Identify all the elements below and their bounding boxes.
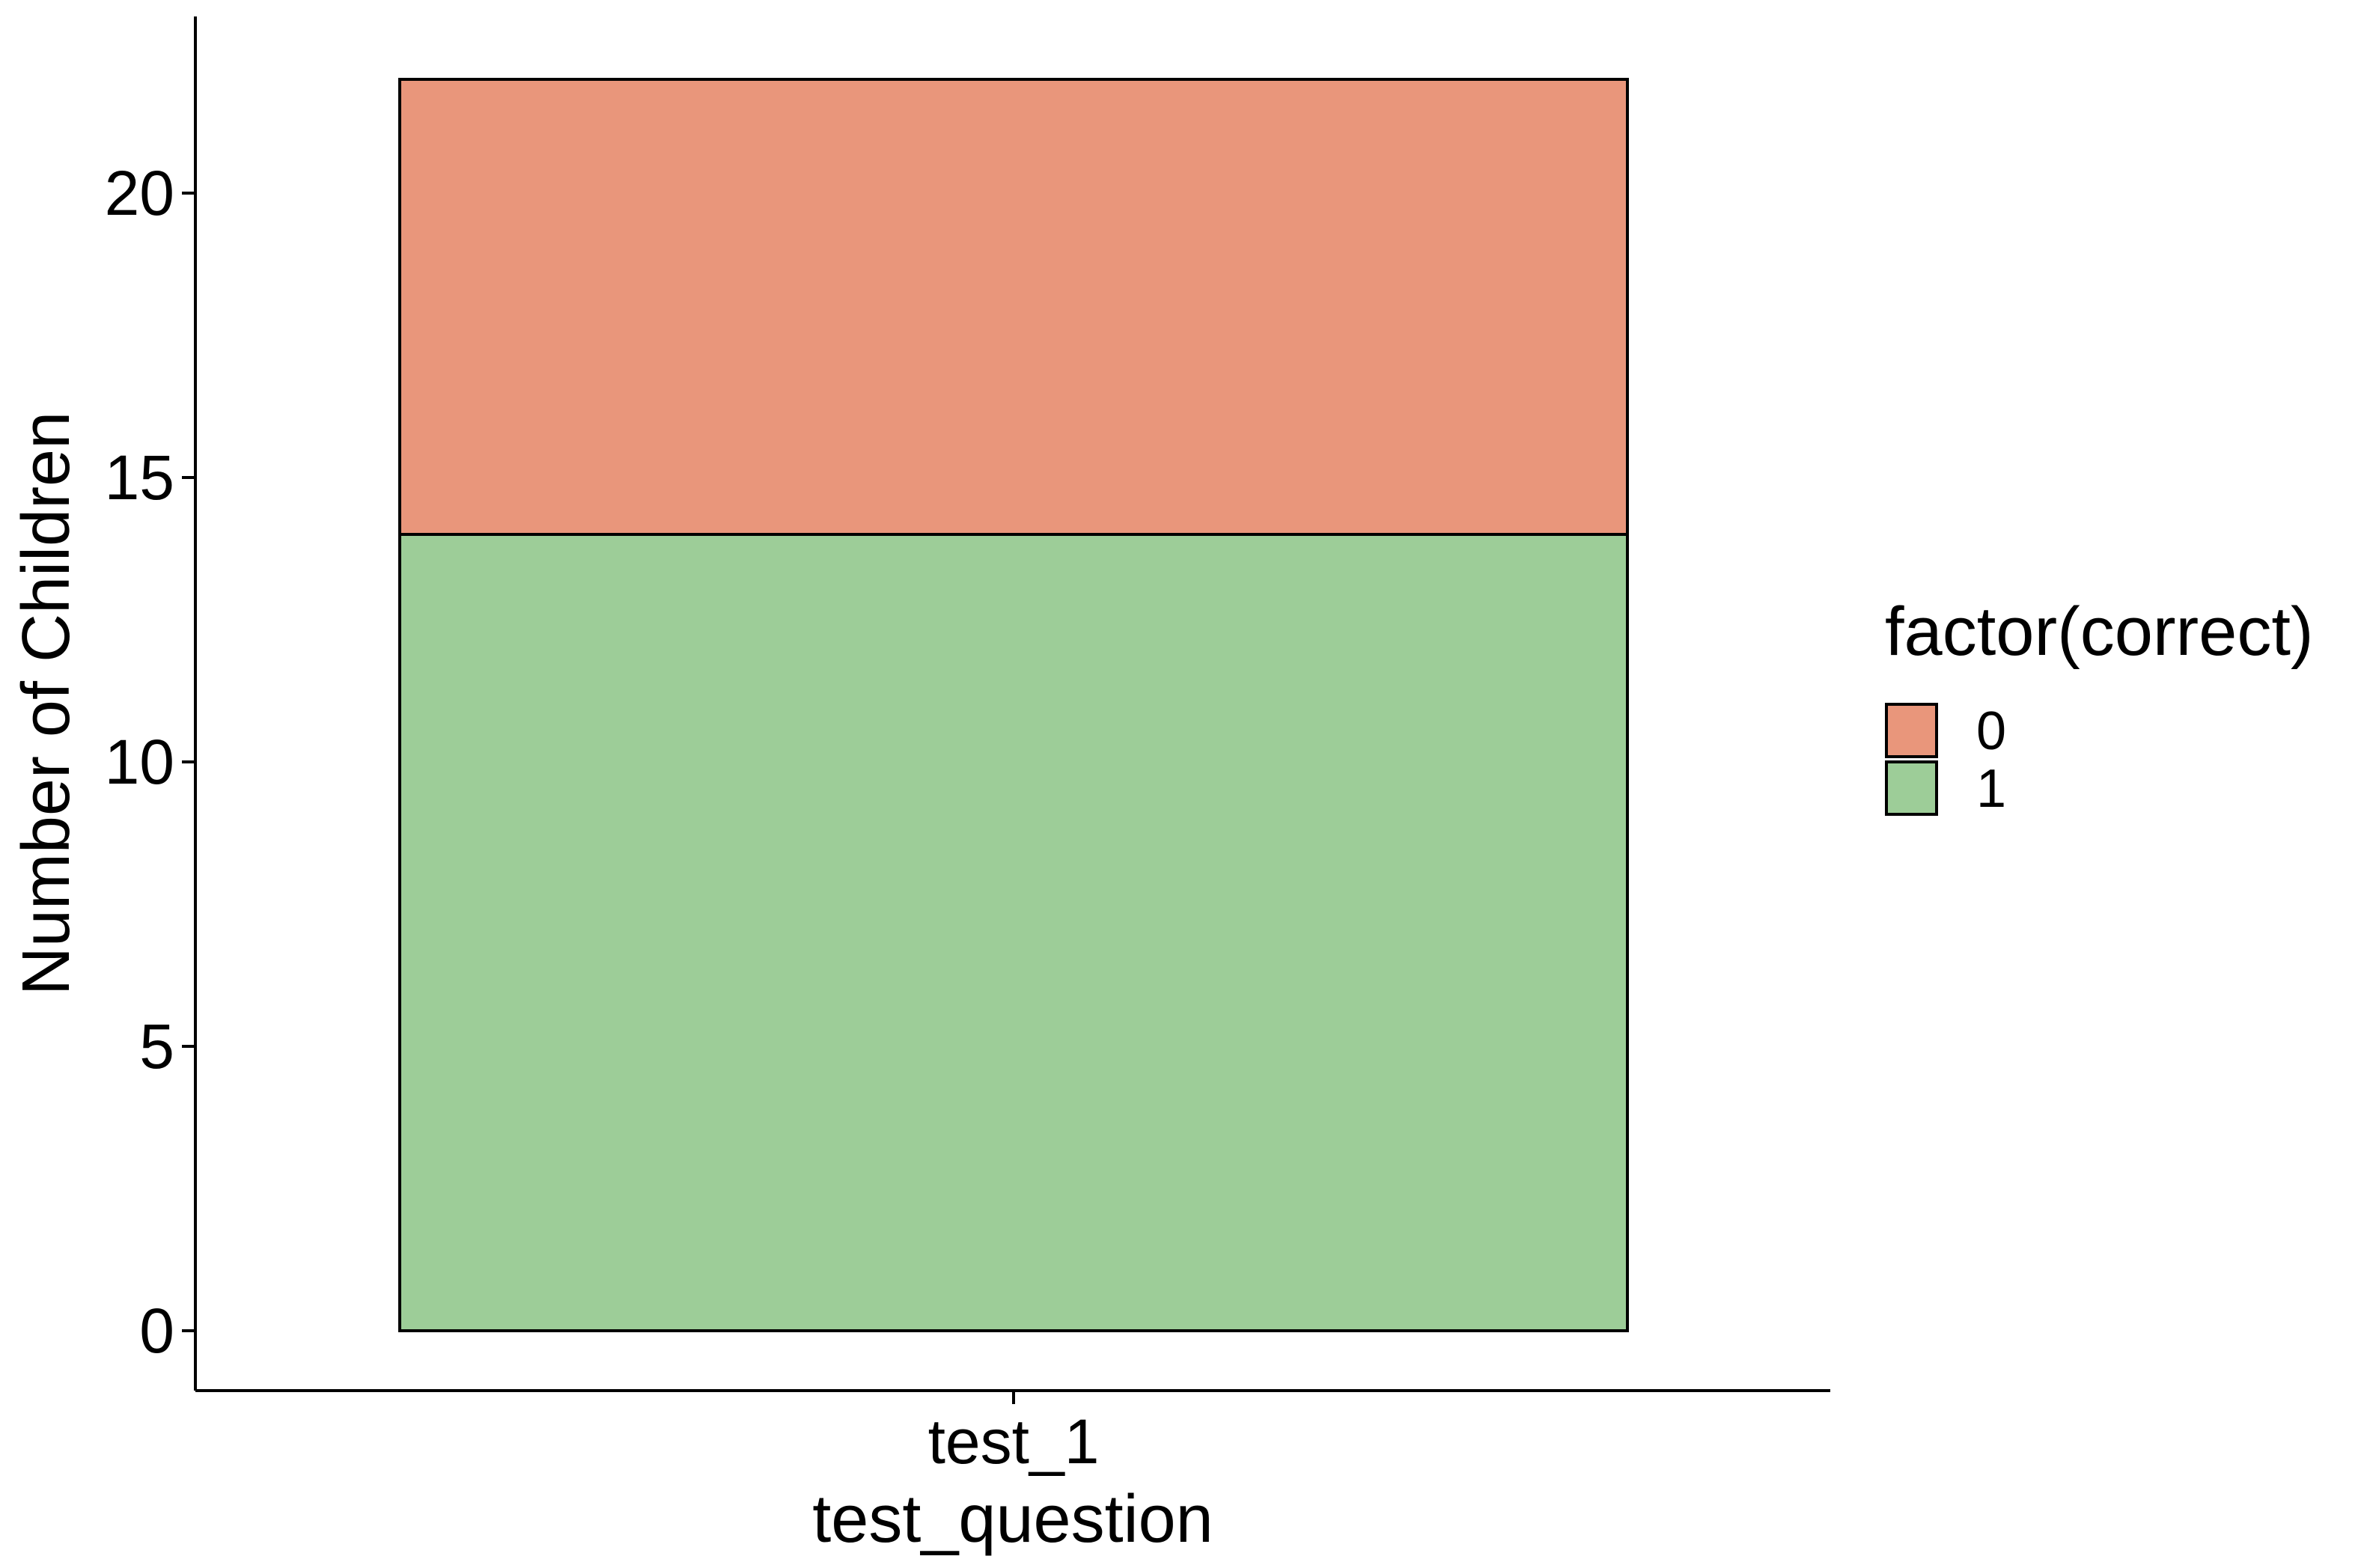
legend-swatch [1885, 760, 1938, 816]
x-axis-title: test_question [812, 1482, 1213, 1557]
legend-swatch [1885, 703, 1938, 758]
bars-layer [398, 78, 1629, 1332]
legend-entries: 01 [1885, 701, 2006, 819]
bar-segment-1 [398, 533, 1629, 1332]
y-tick-label: 20 [105, 158, 174, 228]
y-tick-label: 5 [139, 1011, 174, 1082]
y-tick-label: 10 [105, 727, 174, 797]
legend-label: 0 [1976, 701, 2006, 761]
y-tick-label: 15 [105, 442, 174, 513]
y-axis-ticks: 0 5 10 15 20 [105, 158, 195, 1366]
y-axis-title: Number of Children [9, 412, 84, 995]
bar-segment-0 [398, 78, 1629, 536]
legend-label: 1 [1976, 759, 2006, 819]
legend: factor(correct) 01 [1885, 594, 2314, 819]
x-tick-label: test_1 [928, 1406, 1100, 1477]
legend-title: factor(correct) [1885, 594, 2314, 670]
x-axis-ticks: test_1 [928, 1391, 1100, 1477]
y-tick-label: 0 [139, 1296, 174, 1366]
